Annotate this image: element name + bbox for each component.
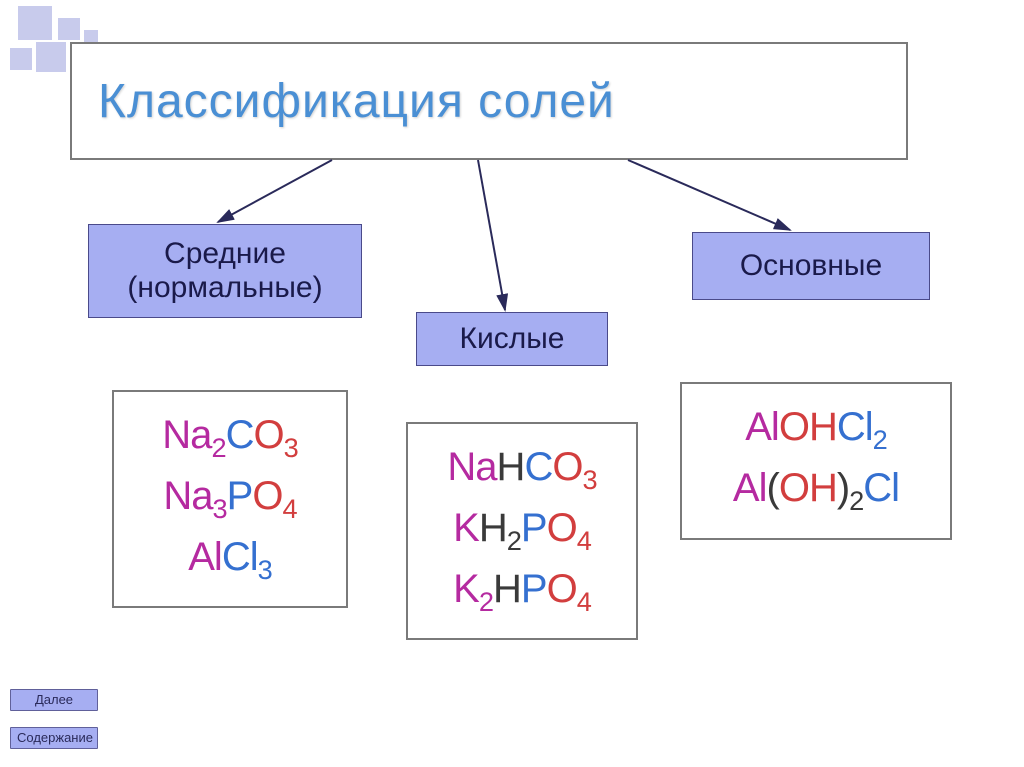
next-button-label: Далее xyxy=(35,692,73,707)
category-label: Кислые xyxy=(460,322,565,356)
category-label: (нормальные) xyxy=(127,271,322,305)
chemical-formula: K2HPO4 xyxy=(453,567,591,618)
chemical-formula: Na3PO4 xyxy=(163,474,296,525)
category-basic: Основные xyxy=(692,232,930,300)
chemical-formula: AlCl3 xyxy=(188,535,271,586)
contents-button[interactable]: Содержание xyxy=(10,727,98,749)
title-box: Классификация солей xyxy=(70,42,908,160)
chemical-formula: Na2CO3 xyxy=(162,413,297,464)
examples-basic: AlOHCl2 Al(OH)2Cl xyxy=(680,382,952,540)
category-normal: Средние(нормальные) xyxy=(88,224,362,318)
chemical-formula: Al(OH)2Cl xyxy=(733,466,899,517)
contents-button-label: Содержание xyxy=(17,730,93,745)
category-acidic: Кислые xyxy=(416,312,608,366)
chemical-formula: NaHCO3 xyxy=(447,445,596,496)
chemical-formula: KH2PO4 xyxy=(453,506,591,557)
category-label: Средние xyxy=(164,237,286,271)
next-button[interactable]: Далее xyxy=(10,689,98,711)
examples-normal: Na2CO3 Na3PO4 AlCl3 xyxy=(112,390,348,608)
chemical-formula: AlOHCl2 xyxy=(745,405,886,456)
examples-acidic: NaHCO3 KH2PO4 K2HPO4 xyxy=(406,422,638,640)
category-label: Основные xyxy=(740,249,882,283)
page-title: Классификация солей xyxy=(98,74,615,129)
